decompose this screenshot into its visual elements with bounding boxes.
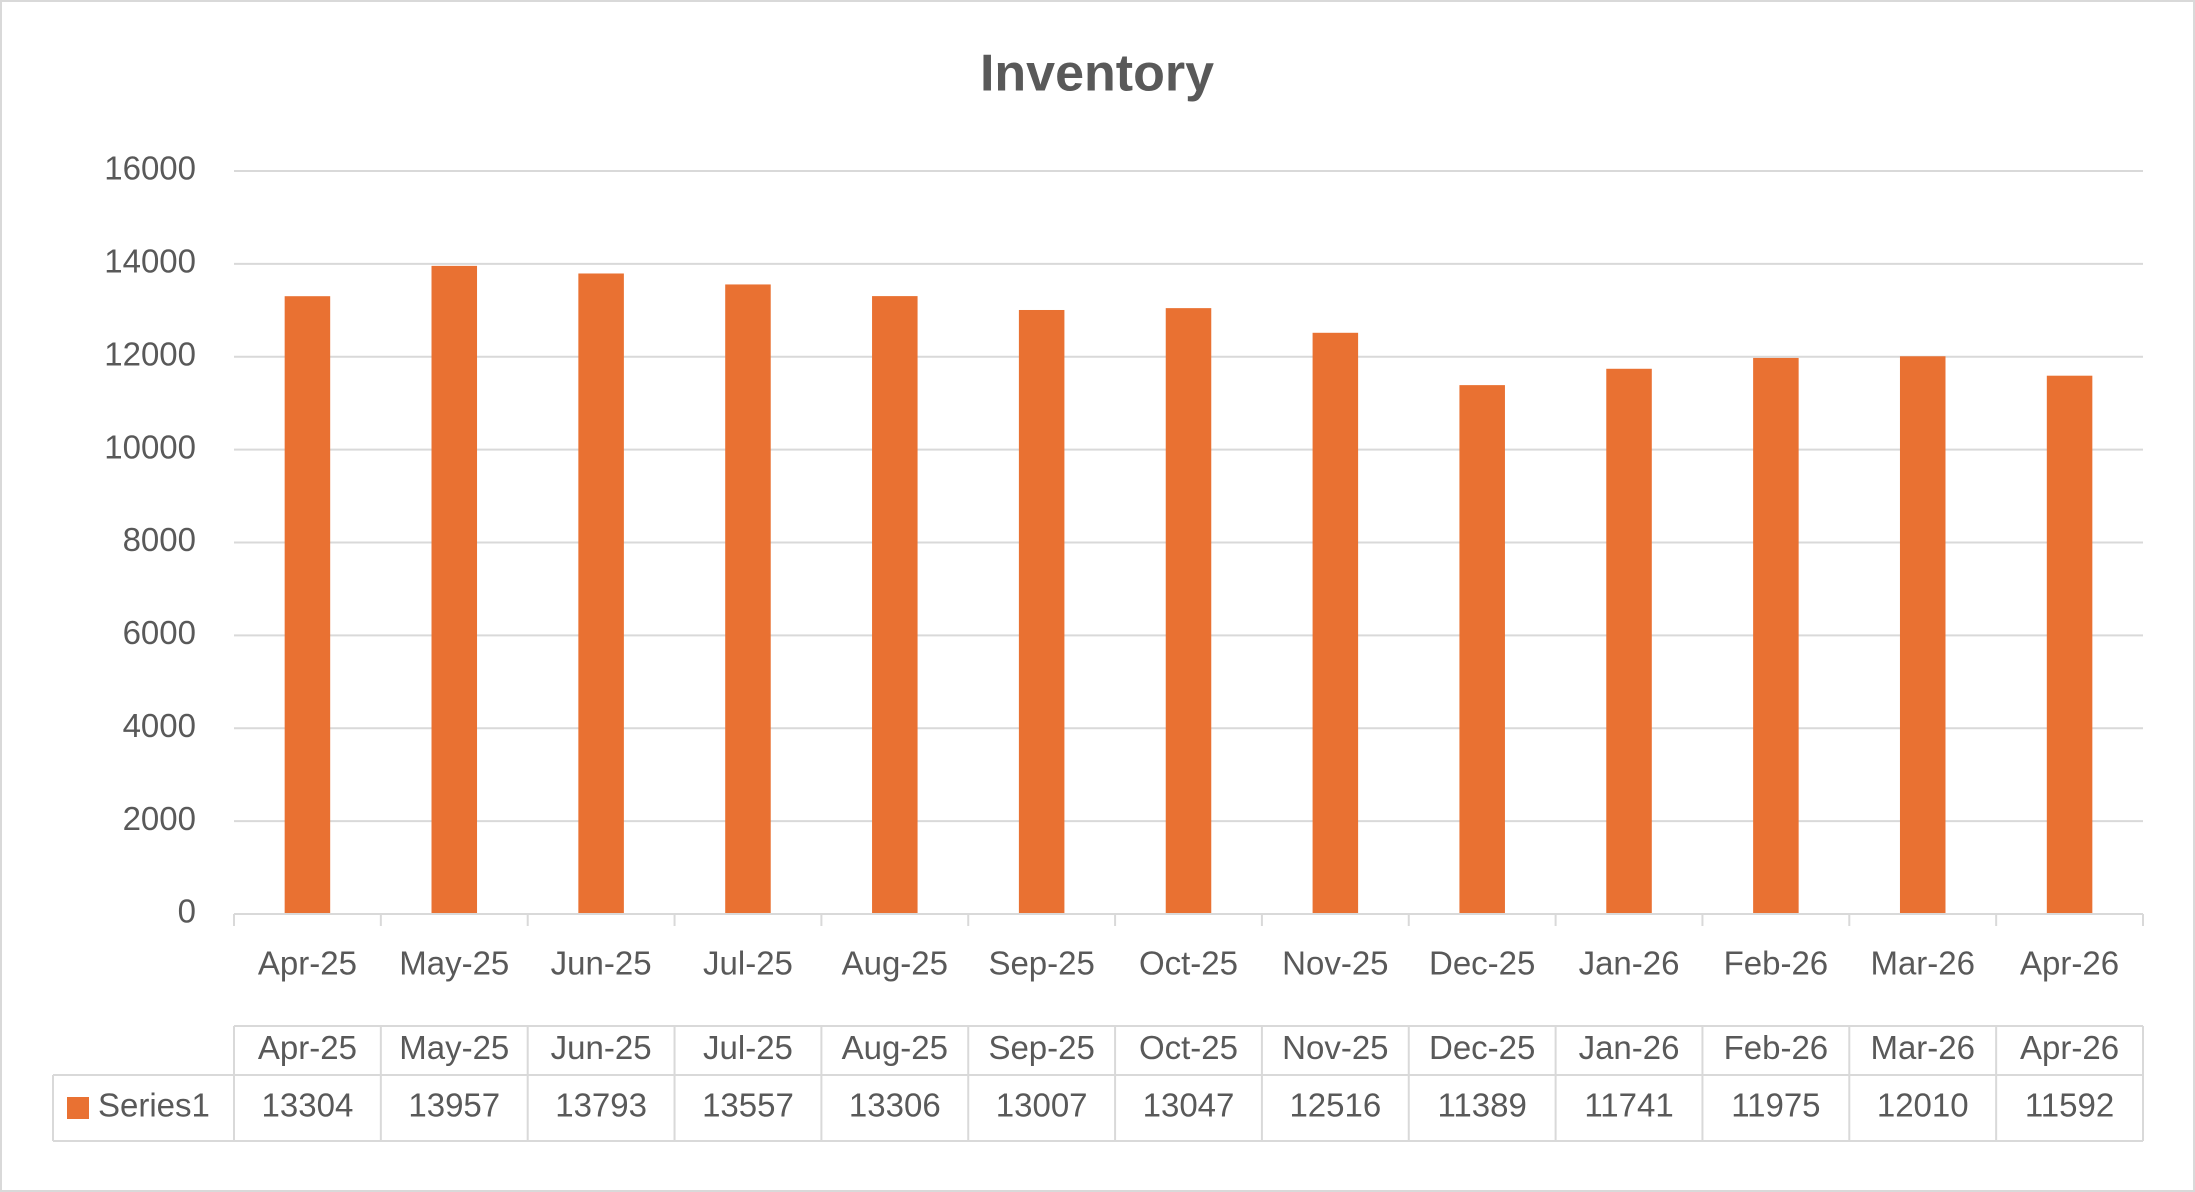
x-tick-label: Aug-25 bbox=[842, 945, 948, 982]
legend-label: Series1 bbox=[98, 1087, 210, 1124]
table-header: May-25 bbox=[399, 1029, 509, 1066]
bar bbox=[1899, 356, 1946, 914]
bar bbox=[2046, 375, 2093, 914]
x-tick-label: Nov-25 bbox=[1282, 945, 1388, 982]
y-tick-label: 16000 bbox=[104, 150, 196, 187]
y-tick-label: 10000 bbox=[104, 428, 196, 465]
table-header: Feb-26 bbox=[1724, 1029, 1829, 1066]
bar bbox=[1753, 357, 1799, 914]
legend-swatch bbox=[67, 1097, 89, 1119]
x-tick-label: Apr-26 bbox=[2020, 945, 2119, 982]
table-value: 11741 bbox=[1584, 1087, 1673, 1124]
x-tick-label: Feb-26 bbox=[1724, 945, 1829, 982]
table-value: 12010 bbox=[1877, 1087, 1969, 1124]
table-header: Oct-25 bbox=[1139, 1029, 1238, 1066]
table-header: Jul-25 bbox=[703, 1029, 793, 1066]
y-tick-label: 0 bbox=[178, 893, 196, 930]
table-value: 13957 bbox=[408, 1087, 500, 1124]
table-header: Jan-26 bbox=[1579, 1029, 1680, 1066]
bar bbox=[725, 284, 771, 915]
table-value: 13007 bbox=[996, 1087, 1088, 1124]
table-header: Apr-26 bbox=[2020, 1029, 2119, 1066]
table-value: 13047 bbox=[1143, 1087, 1235, 1124]
bar bbox=[1165, 308, 1212, 914]
bar bbox=[1312, 332, 1359, 915]
chart-title: Inventory bbox=[980, 45, 1214, 103]
bar bbox=[872, 296, 918, 914]
y-tick-label: 6000 bbox=[123, 614, 196, 651]
table-value: 11592 bbox=[2025, 1087, 2114, 1124]
bar bbox=[284, 296, 331, 914]
x-tick-label: Jun-25 bbox=[551, 945, 652, 982]
x-tick-label: Dec-25 bbox=[1429, 945, 1535, 982]
table-header: Mar-26 bbox=[1870, 1029, 1975, 1066]
table-header: Aug-25 bbox=[842, 1029, 948, 1066]
bar bbox=[431, 265, 478, 914]
y-tick-label: 4000 bbox=[123, 707, 196, 744]
table-value: 11975 bbox=[1731, 1087, 1820, 1124]
table-value: 13793 bbox=[555, 1087, 647, 1124]
x-tick-label: Apr-25 bbox=[258, 945, 357, 982]
bar bbox=[578, 273, 624, 914]
table-header: Nov-25 bbox=[1282, 1029, 1388, 1066]
table-value: 13557 bbox=[702, 1087, 794, 1124]
y-tick-label: 14000 bbox=[104, 243, 196, 280]
y-tick-label: 8000 bbox=[123, 521, 196, 558]
table-value: 11389 bbox=[1438, 1087, 1527, 1124]
table-value: 13304 bbox=[262, 1087, 354, 1124]
table-header: Jun-25 bbox=[551, 1029, 652, 1066]
y-tick-label: 12000 bbox=[104, 335, 196, 372]
table-header: Sep-25 bbox=[988, 1029, 1094, 1066]
x-tick-label: Sep-25 bbox=[988, 945, 1094, 982]
bar bbox=[1606, 368, 1652, 914]
table-header: Dec-25 bbox=[1429, 1029, 1535, 1066]
x-tick-label: Mar-26 bbox=[1870, 945, 1975, 982]
bar bbox=[1018, 309, 1065, 914]
bar bbox=[1459, 385, 1505, 915]
x-tick-label: May-25 bbox=[399, 945, 509, 982]
x-tick-label: Oct-25 bbox=[1139, 945, 1238, 982]
table-value: 12516 bbox=[1289, 1087, 1381, 1124]
x-tick-label: Jul-25 bbox=[703, 945, 793, 982]
y-tick-label: 2000 bbox=[123, 800, 196, 837]
x-tick-label: Jan-26 bbox=[1579, 945, 1680, 982]
table-header: Apr-25 bbox=[258, 1029, 357, 1066]
table-value: 13306 bbox=[849, 1087, 941, 1124]
